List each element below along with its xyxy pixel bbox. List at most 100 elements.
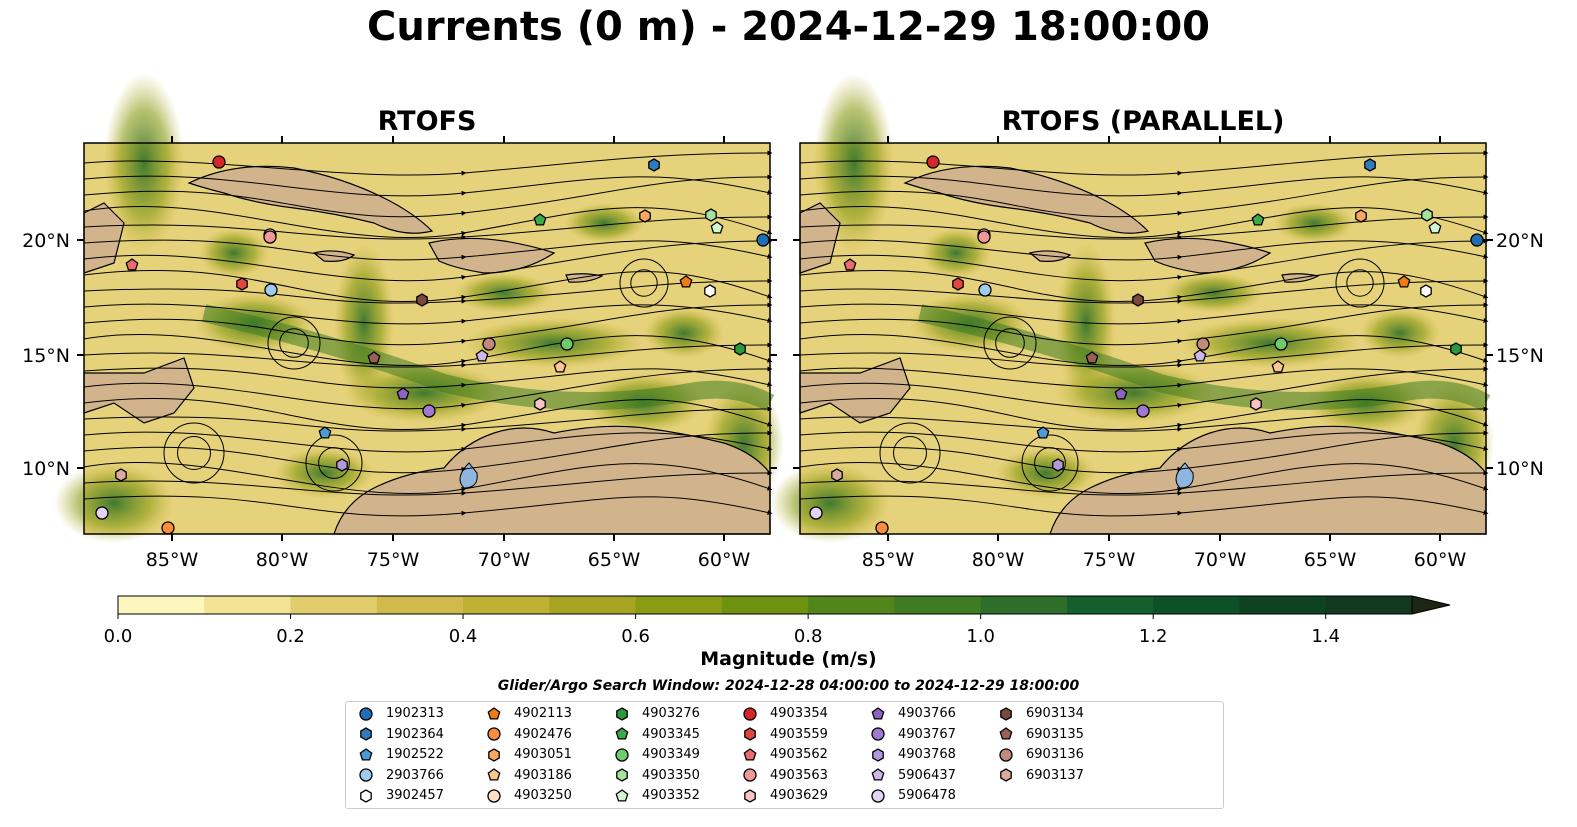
legend-marker-icon [744, 727, 756, 741]
lon-tick-label: 75°W [367, 549, 420, 571]
float-marker-4903629 [534, 397, 546, 411]
search-window-text: Glider/Argo Search Window: 2024-12-28 04… [497, 678, 1080, 694]
legend-marker-hexagon [488, 747, 500, 762]
legend-marker-pentagon [871, 768, 885, 781]
float-marker-4903767 [422, 404, 436, 418]
legend-marker-circle [359, 706, 373, 721]
legend-marker-pentagon [871, 706, 885, 719]
float-marker-4903354 [926, 155, 940, 169]
colorbar-segment [894, 596, 982, 614]
legend-marker-pentagon [999, 727, 1013, 740]
legend-marker-icon [999, 727, 1013, 740]
legend-marker-circle [999, 747, 1013, 762]
legend-label: 4902113 [514, 706, 572, 721]
float-marker-4903186 [1271, 360, 1285, 373]
legend-marker-icon [999, 747, 1013, 762]
legend-marker-icon [487, 727, 501, 741]
legend-label: 1902364 [386, 726, 444, 742]
colorbar-segment [376, 596, 464, 614]
legend-label: 4903186 [514, 767, 572, 783]
legend-label: 4903768 [898, 747, 956, 762]
colorbar-tick-label: 0.4 [449, 626, 478, 647]
legend-marker-icon [1000, 768, 1012, 782]
legend-label: 5906437 [898, 767, 956, 783]
panel-title-rtofs: RTOFS [377, 106, 477, 137]
legend-marker-pentagon [615, 788, 629, 801]
float-marker-4903352 [1428, 221, 1442, 234]
legend-item: 4902113 [486, 705, 572, 723]
legend-item: 4903345 [614, 726, 700, 744]
float-marker-4903186 [553, 360, 567, 373]
float-marker-4903629 [1250, 397, 1262, 411]
legend-marker-pentagon [615, 727, 629, 740]
colorbar-tick-label: 0.2 [276, 626, 305, 647]
legend-marker-hexagon [616, 768, 628, 782]
colorbar-tick-label: 1.2 [1139, 626, 1168, 647]
legend-item: 4903352 [614, 787, 700, 805]
lat-tick-label: 10°N [1496, 458, 1544, 480]
legend-marker-hexagon [744, 788, 756, 803]
lat-tick-label: 20°N [22, 230, 70, 252]
legend-marker-pentagon [743, 747, 757, 760]
float-marker-4903352 [710, 221, 724, 234]
float-marker-4903276 [1450, 342, 1462, 356]
legend-marker-circle [615, 747, 629, 762]
legend-label: 4903345 [642, 726, 700, 742]
float-marker-4903766 [1114, 387, 1128, 400]
legend-item: 4903250 [486, 787, 572, 805]
legend-item: 6903135 [998, 726, 1084, 744]
legend-item: 4903276 [614, 705, 700, 723]
legend-label: 4903354 [770, 706, 828, 721]
legend-marker-icon [487, 768, 501, 781]
float-marker-2903766 [978, 283, 992, 297]
legend-marker-hexagon [616, 706, 628, 721]
legend-marker-icon [871, 768, 885, 781]
legend-marker-icon [615, 727, 629, 740]
legend-marker-icon [743, 747, 757, 760]
legend-item: 4903559 [742, 726, 828, 744]
legend-label: 4903051 [514, 747, 572, 762]
legend-item: 6903137 [998, 767, 1084, 785]
float-marker-4902113 [679, 275, 693, 288]
colorbar-segment [204, 596, 292, 614]
legend-item: 4903186 [486, 767, 572, 785]
float-marker-4903562 [843, 258, 857, 271]
float-marker-4903350 [1421, 208, 1433, 222]
legend-label: 6903136 [1026, 747, 1084, 762]
float-marker-2903766 [264, 283, 278, 297]
colorbar-segment [808, 596, 895, 614]
colorbar-segment [1325, 596, 1413, 614]
legend-marker-icon [871, 727, 885, 741]
legend-label: 4903350 [642, 767, 700, 783]
legend-marker-hexagon [1000, 768, 1012, 782]
legend-label: 4903250 [514, 788, 572, 803]
legend-marker-circle [743, 768, 757, 782]
legend-marker-hexagon [360, 788, 372, 803]
legend-marker-icon [616, 768, 628, 782]
float-marker-4903345 [1251, 213, 1265, 226]
colorbar-tick-label: 0.0 [104, 626, 133, 647]
float-marker-4903349 [560, 337, 574, 351]
float-marker-3902457 [1420, 284, 1432, 298]
legend-item: 4903562 [742, 746, 828, 764]
float-marker-5906478 [809, 506, 823, 520]
colorbar-tick-labels: 0.0 0.2 0.4 0.6 0.8 1.0 1.2 1.4 [104, 614, 1340, 647]
legend-item: 1902522 [358, 746, 444, 764]
legend-marker-icon [488, 747, 500, 762]
legend-item: 4903768 [870, 746, 956, 764]
float-marker-6903135 [1085, 351, 1099, 364]
legend-marker-icon [1000, 706, 1012, 721]
float-marker-6903134 [416, 293, 428, 307]
legend-marker-icon [743, 706, 757, 721]
legend-item: 3902457 [358, 787, 444, 805]
legend-item: 6903136 [998, 746, 1084, 764]
legend-marker-icon [360, 788, 372, 803]
lon-tick-label: 60°W [1414, 549, 1467, 571]
float-marker-4903563 [263, 230, 277, 244]
legend-label: 4903352 [642, 788, 700, 803]
colorbar-segment [118, 596, 205, 614]
legend-item: 4903767 [870, 726, 956, 744]
colorbar-tick-label: 0.8 [794, 626, 823, 647]
legend-label: 6903135 [1026, 726, 1084, 742]
legend-marker-circle [871, 788, 885, 803]
